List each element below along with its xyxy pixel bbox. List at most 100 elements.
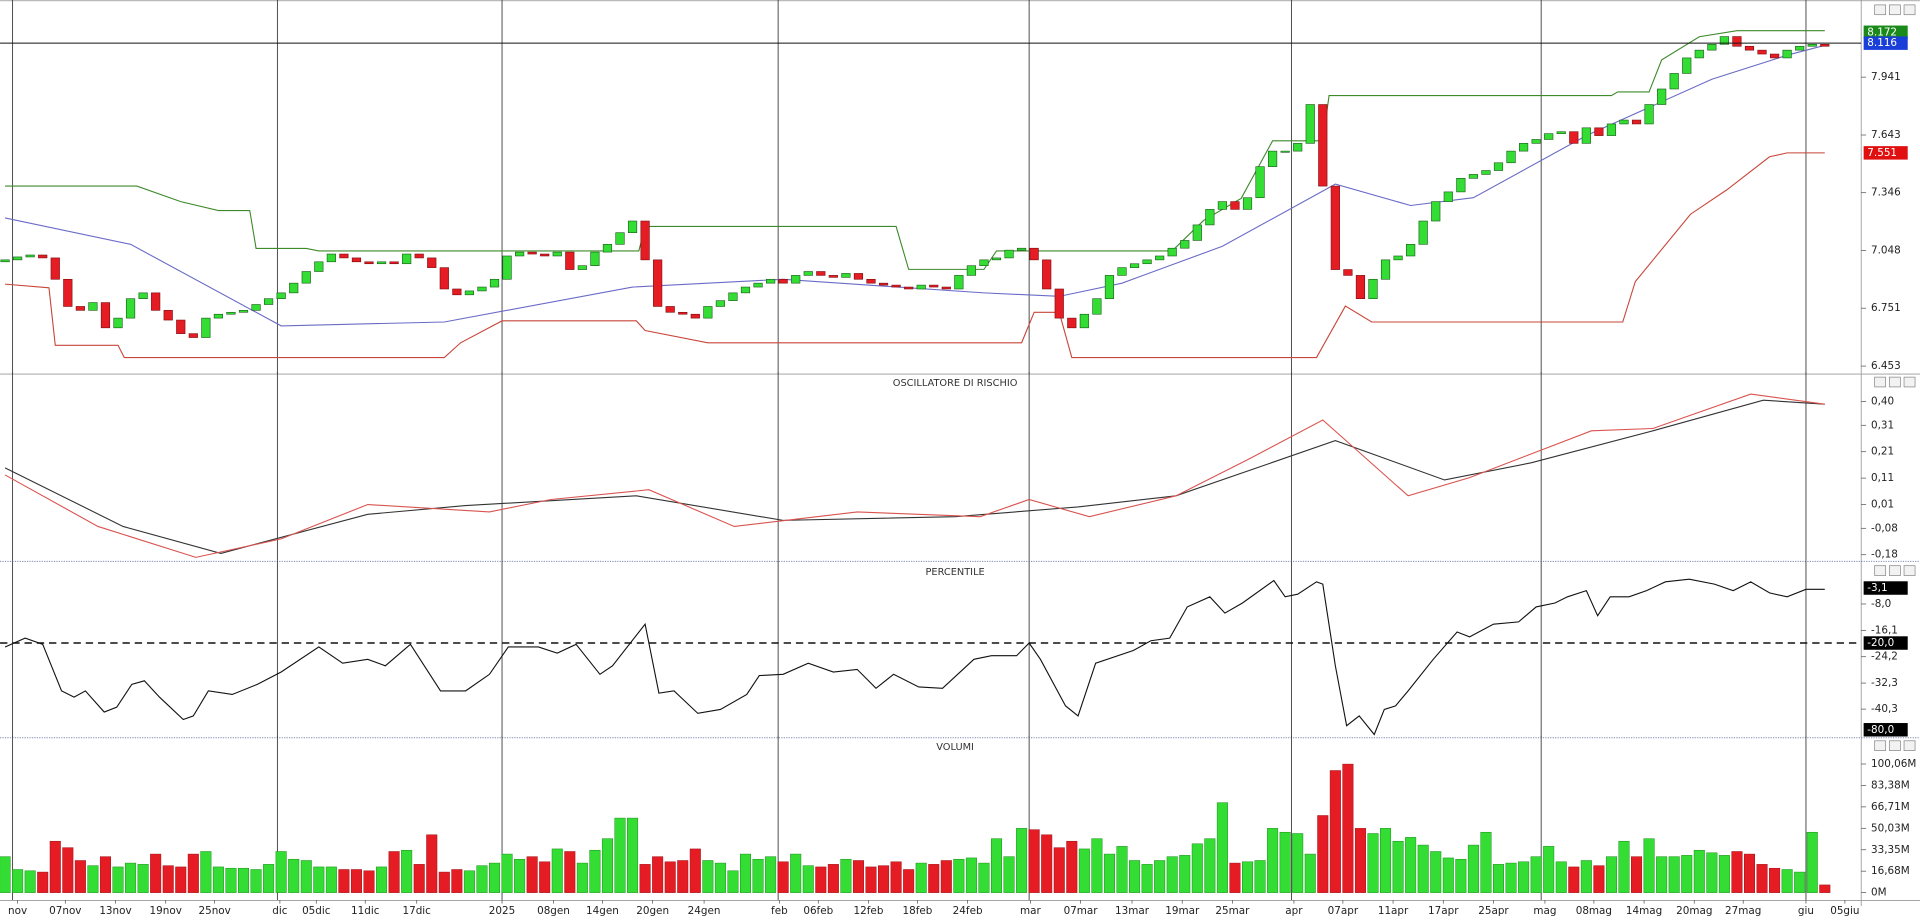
volume-bar	[1103, 853, 1115, 893]
volume-bar	[752, 858, 764, 893]
volume-bar	[1116, 846, 1128, 893]
volume-bar	[727, 870, 739, 893]
volume-bar	[325, 866, 337, 893]
value-tag	[1863, 146, 1908, 160]
series-line	[5, 152, 1825, 359]
window-button[interactable]	[1903, 4, 1916, 16]
volume-bar	[263, 864, 275, 893]
volume-bar	[225, 867, 237, 893]
candle-body	[1744, 45, 1755, 51]
candle-body	[715, 300, 725, 307]
window-button[interactable]	[1874, 4, 1887, 16]
volume-bar	[426, 834, 438, 893]
x-tick-label: 14gen	[586, 905, 619, 917]
candle-body	[414, 253, 424, 259]
volume-bar	[463, 870, 475, 893]
x-tick-label: dic	[272, 905, 287, 917]
y-tick-label: 7.941	[1871, 71, 1901, 83]
x-tick-label: 27mag	[1725, 905, 1761, 917]
candle-body	[615, 232, 625, 245]
x-tick-label: 19mar	[1165, 905, 1200, 917]
window-button[interactable]	[1874, 565, 1887, 576]
y-tick-label: 33,35M	[1871, 844, 1910, 856]
x-tick-label: 24feb	[953, 905, 983, 917]
candle-body	[665, 306, 675, 313]
window-button[interactable]	[1888, 376, 1901, 388]
x-tick-label: apr	[1285, 905, 1303, 917]
candle-body	[50, 257, 60, 280]
volume-bar	[514, 858, 526, 893]
candle-body	[1669, 73, 1679, 90]
volume-bar	[589, 849, 601, 893]
volume-bar	[1580, 860, 1592, 893]
volume-bar	[915, 862, 927, 893]
volume-bar	[451, 869, 463, 893]
x-tick-label: 08gen	[537, 905, 570, 917]
candle-body	[1042, 259, 1052, 290]
window-button[interactable]	[1888, 740, 1901, 751]
candle-body	[766, 278, 776, 284]
volume-bar	[1668, 856, 1680, 893]
volume-bar	[1267, 828, 1279, 893]
volume-bar	[275, 851, 287, 893]
volume-bar	[137, 864, 149, 893]
candle-body	[38, 254, 48, 259]
window-button[interactable]	[1903, 740, 1916, 751]
volume-bar	[677, 860, 689, 893]
candle-body	[1544, 133, 1554, 140]
candle-body	[1092, 298, 1102, 315]
volume-bar	[1480, 831, 1492, 893]
candle-body	[1594, 127, 1604, 136]
window-button[interactable]	[1903, 376, 1916, 388]
candle-body	[891, 284, 901, 288]
x-tick-label: mag	[1533, 905, 1556, 917]
candle-body	[100, 302, 111, 329]
candle-body	[828, 275, 838, 278]
candle-body	[904, 286, 914, 290]
volume-bar	[1392, 840, 1404, 893]
volume-bar	[1129, 860, 1141, 893]
window-button[interactable]	[1903, 565, 1916, 576]
volume-bar	[702, 860, 714, 893]
candle-body	[1129, 263, 1140, 268]
x-tick-label: 17apr	[1428, 905, 1459, 917]
value-tag	[1863, 581, 1908, 595]
candle-body	[1769, 53, 1780, 59]
y-tick-label: 0,01	[1871, 499, 1894, 511]
volume-bar	[1154, 860, 1166, 893]
volume-bar	[175, 866, 187, 893]
volume-bar	[1492, 864, 1505, 893]
volume-bar	[1681, 855, 1693, 893]
window-button[interactable]	[1874, 376, 1887, 388]
volume-bar	[1769, 867, 1781, 893]
candle-body	[439, 267, 449, 290]
x-tick-label: 07mar	[1064, 905, 1099, 917]
volume-bar	[652, 856, 664, 893]
volume-bar	[1380, 828, 1392, 893]
volume-bar	[1656, 856, 1668, 893]
window-button[interactable]	[1888, 565, 1901, 576]
candle-body	[916, 284, 926, 290]
volume-bar	[1342, 763, 1354, 893]
window-button[interactable]	[1874, 740, 1887, 751]
candle-body	[627, 220, 638, 233]
volume-bar	[401, 849, 413, 893]
y-tick-label: 7.643	[1871, 129, 1901, 141]
candle-body	[527, 251, 537, 255]
candle-body	[351, 257, 362, 263]
y-tick-label: 0,21	[1871, 446, 1894, 458]
candle-body	[690, 313, 700, 319]
candle-body	[954, 275, 964, 290]
value-tag	[1863, 636, 1908, 650]
candle-body	[929, 284, 939, 288]
volume-bar	[1028, 829, 1040, 893]
candle-body	[125, 298, 136, 319]
window-button[interactable]	[1888, 4, 1901, 16]
candle-body	[1556, 131, 1566, 134]
candle-body	[88, 302, 98, 311]
candle-body	[1820, 44, 1830, 47]
candle-body	[1682, 57, 1692, 74]
volume-bar	[24, 870, 36, 893]
volume-bar	[12, 869, 24, 893]
x-tick-label: 08mag	[1576, 905, 1612, 917]
